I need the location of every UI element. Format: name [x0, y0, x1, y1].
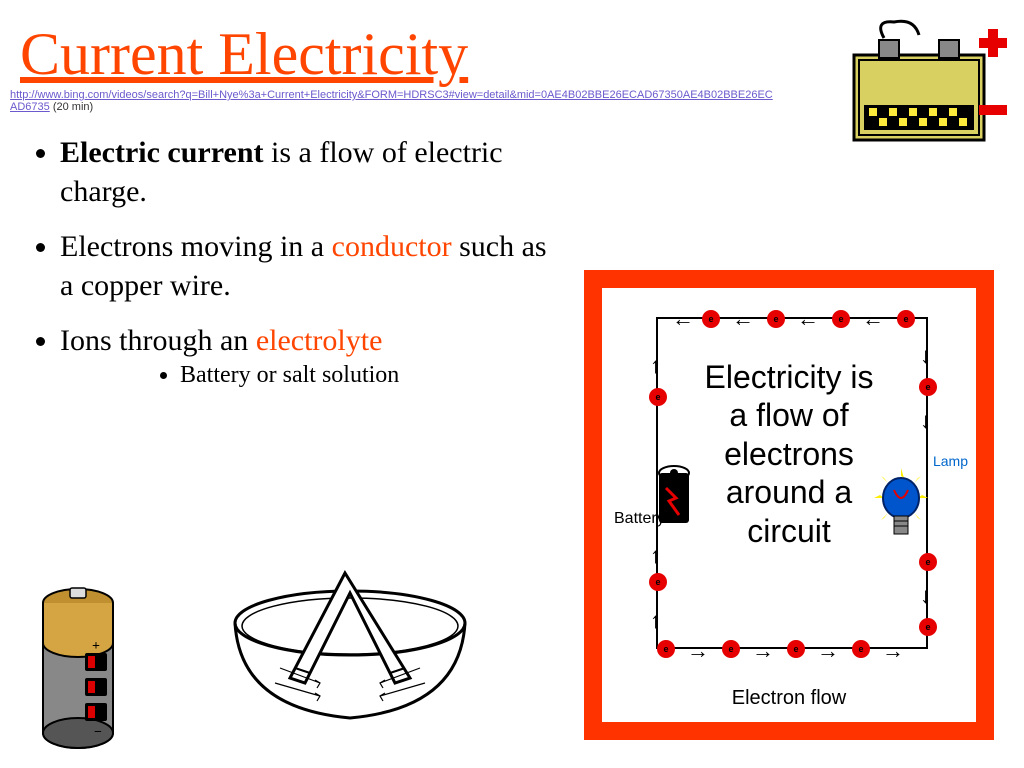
battery-label: Battery — [614, 510, 665, 528]
circuit-center-text: Electricity is a flow of electrons aroun… — [692, 358, 886, 550]
electron-icon: e — [919, 618, 937, 636]
battery-3d-icon: + − — [30, 578, 140, 758]
bullet-1: Electric current is a flow of electric c… — [60, 133, 560, 211]
arrow-icon: ↑ — [650, 353, 661, 379]
electron-icon: e — [919, 378, 937, 396]
pixel-battery-icon — [824, 10, 1014, 160]
bullet-2-pre: Electrons moving in a — [60, 230, 332, 263]
arrow-icon: ← — [797, 306, 819, 332]
electrolyte-bowl-icon — [220, 568, 480, 738]
arrow-icon: ← — [672, 306, 694, 332]
link-suffix: (20 min) — [50, 101, 93, 113]
arrow-icon: ↓ — [920, 408, 931, 434]
electron-icon: e — [767, 310, 785, 328]
electron-icon: e — [702, 310, 720, 328]
electron-icon: e — [897, 310, 915, 328]
arrow-icon: → — [752, 638, 774, 664]
arrow-icon: ↓ — [920, 583, 931, 609]
sub-bullet-1: Battery or salt solution — [180, 360, 560, 391]
source-link-line: http://www.bing.com/videos/search?q=Bill… — [0, 89, 780, 113]
electron-icon: e — [649, 388, 667, 406]
source-link[interactable]: http://www.bing.com/videos/search?q=Bill… — [10, 89, 773, 113]
electron-icon: e — [657, 640, 675, 658]
svg-text:−: − — [94, 725, 102, 740]
arrow-icon: → — [817, 638, 839, 664]
arrow-icon: ↑ — [650, 543, 661, 569]
electron-icon: e — [852, 640, 870, 658]
circuit-inner: ← e ← e ← e ← e ↓ e ↓ e ↓ e → e → e → e … — [602, 288, 976, 722]
arrow-icon: → — [687, 638, 709, 664]
bullet-list: Electric current is a flow of electric c… — [0, 113, 560, 391]
sub-bullet-list: Battery or salt solution — [60, 360, 560, 391]
circuit-caption: Electron flow — [602, 687, 976, 710]
arrow-icon: ↑ — [650, 608, 661, 634]
electron-icon: e — [832, 310, 850, 328]
bullet-2-keyword: conductor — [332, 230, 452, 263]
bullet-2: Electrons moving in a conductor such as … — [60, 227, 560, 305]
circuit-diagram: ← e ← e ← e ← e ↓ e ↓ e ↓ e → e → e → e … — [584, 270, 994, 740]
bullet-3-keyword: electrolyte — [256, 324, 383, 357]
electron-icon: e — [649, 573, 667, 591]
bullet-3: Ions through an electrolyte Battery or s… — [60, 321, 560, 391]
lamp-label: Lamp — [933, 453, 968, 469]
arrow-icon: ↓ — [920, 343, 931, 369]
arrow-icon: → — [882, 638, 904, 664]
arrow-icon: ← — [732, 306, 754, 332]
electron-icon: e — [919, 553, 937, 571]
arrow-icon: ← — [862, 306, 884, 332]
bullet-1-bold: Electric current — [60, 136, 264, 169]
bullet-3-pre: Ions through an — [60, 324, 256, 357]
svg-text:+: + — [92, 639, 100, 654]
electron-icon: e — [787, 640, 805, 658]
electron-icon: e — [722, 640, 740, 658]
